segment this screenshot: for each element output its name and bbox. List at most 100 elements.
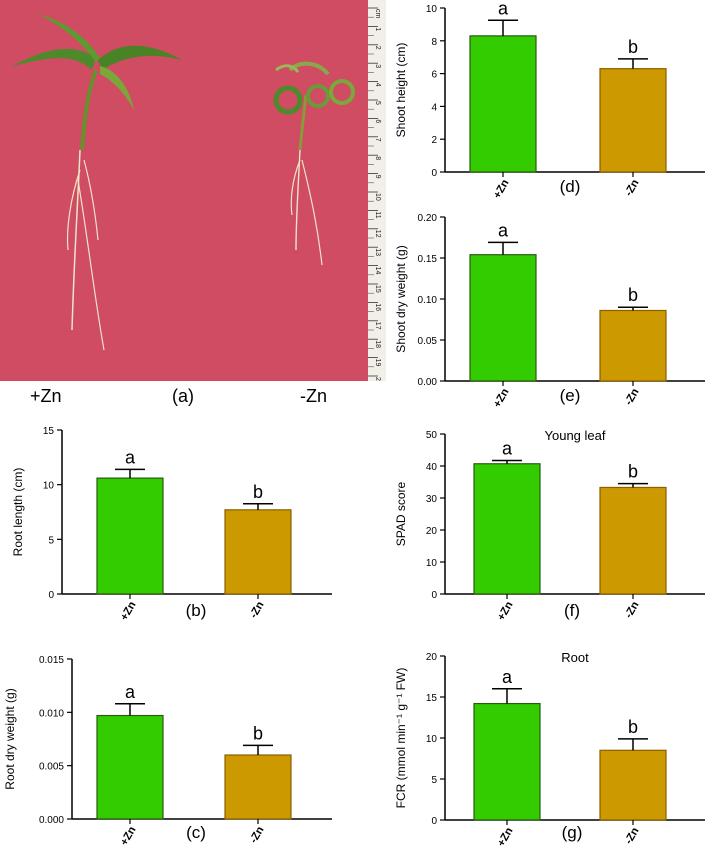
y-tick-label: 0.00 (418, 377, 438, 388)
y-tick-label: 0 (48, 590, 54, 601)
significance-letter: a (502, 439, 513, 459)
x-tick-label: -Zn (623, 599, 642, 620)
ruler-label: 4 (374, 83, 381, 87)
bar (473, 463, 541, 595)
y-tick-label: 15 (43, 426, 55, 437)
panel-label: (b) (186, 601, 207, 620)
ruler-label: 8 (374, 156, 381, 160)
y-axis-label: Shoot height (cm) (395, 43, 408, 138)
ruler-label: 2 (374, 46, 381, 50)
ruler-label: 9 (374, 175, 381, 179)
photo-label-minus-zn: -Zn (300, 386, 327, 406)
significance-letter: b (253, 723, 263, 743)
significance-letter: a (502, 667, 513, 687)
significance-letter: a (125, 682, 136, 702)
y-tick-label: 4 (431, 102, 437, 113)
y-tick-label: 0 (431, 816, 437, 827)
y-tick-label: 10 (426, 4, 438, 15)
ruler-label: cm (374, 9, 381, 19)
spad-score-chart: 0 10 20 30 40 50 SPAD score Young leaf a +Zn b -Zn (… (395, 428, 705, 623)
x-tick-label: -Zn (623, 386, 642, 407)
ruler-label: 18 (374, 340, 381, 348)
y-tick-label: 0.10 (418, 295, 438, 306)
x-tick-label: +Zn (491, 177, 511, 200)
ruler-label: 6 (374, 119, 381, 123)
bar (224, 509, 292, 595)
significance-letter: a (498, 220, 509, 240)
panel-label: (f) (564, 601, 580, 620)
panel-label: (e) (560, 386, 581, 405)
ruler-label: 20 (374, 377, 381, 381)
x-tick-label: +Zn (495, 825, 515, 848)
y-tick-label: 0.005 (39, 762, 64, 773)
ruler-label: 16 (374, 303, 381, 311)
y-axis-label: Root dry weight (g) (3, 688, 17, 789)
ruler-label: 14 (374, 267, 381, 275)
ruler-label: 5 (374, 101, 381, 105)
significance-letter: b (628, 462, 638, 482)
y-tick-label: 0 (431, 590, 437, 601)
shoot-height-chart: 0 2 4 6 8 10 Shoot height (cm) a +Zn b -Zn (d) (395, 0, 705, 201)
y-tick-label: 10 (426, 558, 438, 569)
significance-letter: b (628, 37, 638, 57)
x-tick-label: +Zn (118, 599, 138, 622)
ruler-label: 3 (374, 64, 381, 68)
panel-label: (c) (186, 823, 206, 842)
ruler (368, 0, 386, 381)
y-tick-label: 0.000 (39, 815, 64, 826)
y-tick-label: 10 (426, 734, 438, 745)
x-tick-label: +Zn (491, 386, 511, 409)
x-tick-label: +Zn (495, 599, 515, 622)
y-axis-label: Shoot dry weight (g) (395, 245, 408, 352)
ruler-label: 10 (374, 193, 381, 201)
x-tick-label: -Zn (248, 599, 267, 620)
bar (473, 702, 541, 821)
root-dry-weight-chart: 0.000 0.005 0.010 0.015 Root dry weight (g) a… (3, 655, 332, 848)
ruler-label: 12 (374, 230, 381, 238)
y-tick-label: 15 (426, 693, 438, 704)
y-axis-label: Root length (cm) (11, 468, 25, 557)
y-tick-label: 5 (431, 775, 437, 786)
y-tick-label: 50 (426, 430, 438, 441)
y-tick-label: 0.015 (39, 655, 64, 666)
shoot-dry-weight-chart: 0.00 0.05 0.10 0.15 0.20 Shoot dry weight (g)… (395, 213, 705, 410)
bar (96, 714, 164, 820)
y-tick-label: 0.20 (418, 213, 438, 224)
bar (224, 754, 292, 820)
y-tick-label: 0.010 (39, 708, 64, 719)
significance-letter: b (628, 717, 638, 737)
chart-title: Young leaf (545, 428, 606, 443)
photo-label-plus-zn: +Zn (30, 386, 62, 406)
plus-zn-seedling (12, 14, 182, 351)
bar (599, 68, 667, 173)
y-tick-label: 20 (426, 526, 438, 537)
ruler-label: 1 (374, 27, 381, 31)
ruler-label: 7 (374, 138, 381, 142)
y-tick-label: 0 (431, 168, 437, 179)
y-tick-label: 40 (426, 462, 438, 473)
y-tick-label: 0.05 (418, 336, 438, 347)
significance-letter: b (628, 285, 638, 305)
photo-panel-label: (a) (172, 386, 194, 406)
y-tick-label: 5 (48, 535, 54, 546)
y-tick-label: 20 (426, 652, 438, 663)
y-tick-label: 6 (431, 70, 437, 81)
significance-letter: a (125, 447, 136, 467)
panel-label: (d) (560, 177, 581, 196)
y-tick-label: 10 (43, 481, 55, 492)
root-length-chart: 0 5 10 15 Root length (cm) a +Zn b -Zn (b) (11, 426, 332, 623)
bar (599, 309, 667, 382)
ruler-label: 11 (374, 211, 381, 218)
panel-label: (g) (562, 823, 583, 842)
significance-letter: a (498, 0, 509, 18)
significance-letter: b (253, 482, 263, 502)
chart-title: Root (561, 650, 589, 665)
y-tick-label: 8 (431, 37, 437, 48)
ruler-label: 15 (374, 285, 381, 293)
x-tick-label: -Zn (248, 824, 267, 845)
x-tick-label: +Zn (118, 824, 138, 847)
x-tick-label: -Zn (623, 825, 642, 846)
y-axis-label: SPAD score (395, 481, 408, 546)
